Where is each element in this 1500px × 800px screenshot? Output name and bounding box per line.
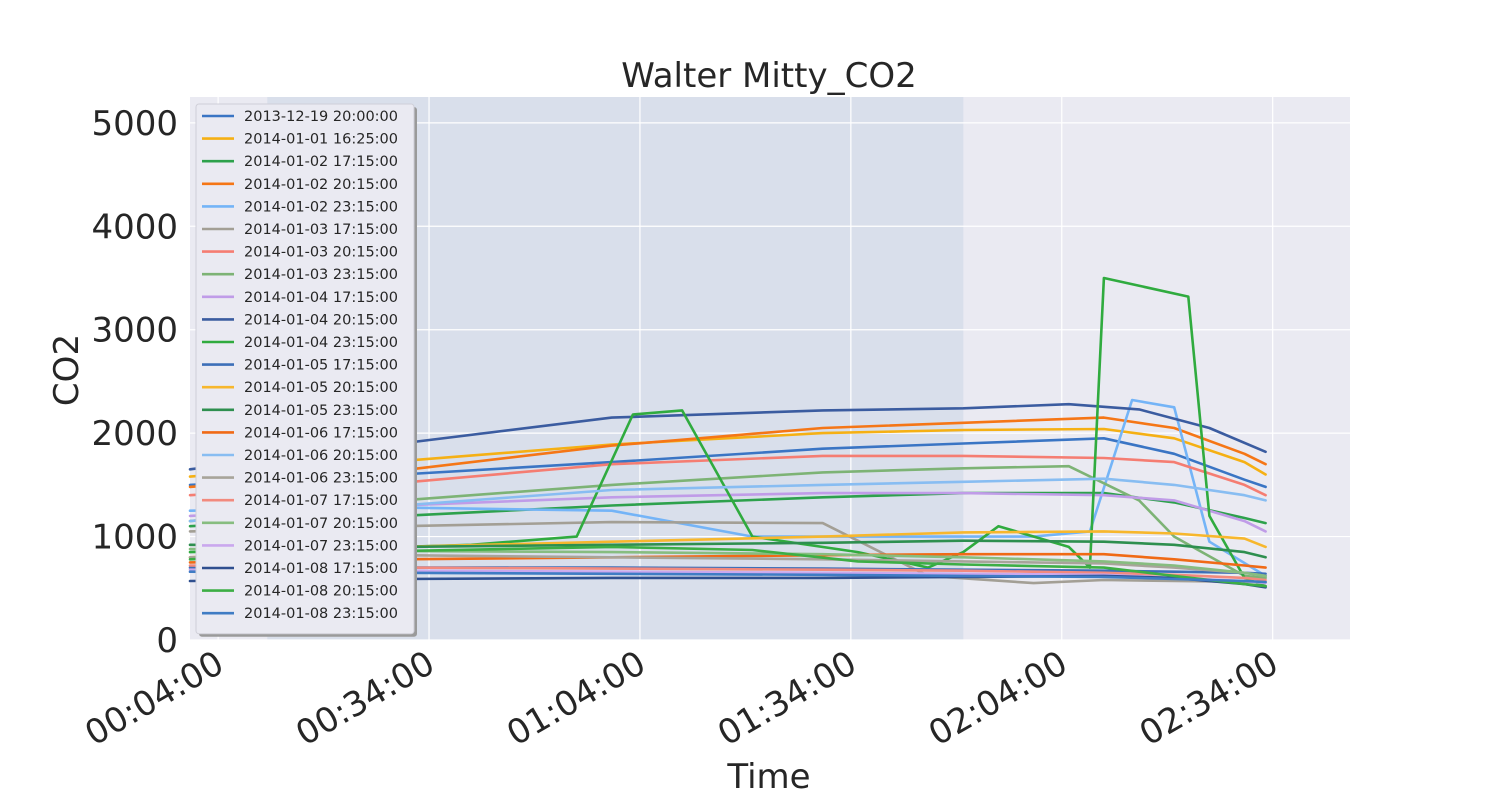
legend-entry: 2014-01-04 17:15:00 [244,290,398,306]
series-line-7 [188,454,1267,497]
series-line-10 [188,402,1267,471]
legend-entry: 2014-01-07 20:15:00 [244,516,398,532]
x-tick-label: 01:34:00 [711,643,863,754]
legend-entry: 2014-01-05 17:15:00 [244,358,398,374]
y-axis: 0 1000 2000 3000 4000 5000 [91,104,178,661]
legend-entry: 2014-01-08 20:15:00 [244,584,398,600]
legend-entry: 2014-01-08 17:15:00 [244,561,398,577]
series-line-9 [188,491,1267,533]
series-line-18 [188,564,1267,582]
x-tick-label: 02:04:00 [922,643,1074,754]
y-tick-label: 1000 [91,518,178,558]
legend-entry: 2014-01-02 20:15:00 [244,177,398,193]
series-line-15 [188,552,1267,569]
y-tick-label: 2000 [91,414,178,454]
legend-entry: 2013-12-19 20:00:00 [244,109,398,125]
x-tick-label: 00:34:00 [289,643,441,754]
x-tick-label: 01:04:00 [500,643,652,754]
y-axis-label: CO2 [47,334,87,406]
x-axis: 00:04:00 00:34:00 01:04:00 01:34:00 02:04:00… [78,643,1285,754]
legend-entry: 2014-01-06 17:15:00 [244,425,398,441]
legend-entry: 2014-01-05 20:15:00 [244,380,398,396]
x-axis-label: Time [726,757,810,797]
series-line-8 [188,464,1267,580]
series-layer [188,276,1267,589]
legend-entry: 2014-01-04 20:15:00 [244,312,398,328]
series-line-2 [188,427,1267,478]
series-line-23 [188,570,1267,584]
series-line-19 [188,547,1267,578]
y-tick-label: 5000 [91,104,178,144]
legend-entry: 2014-01-06 20:15:00 [244,448,398,464]
series-line-4 [188,416,1267,489]
legend-entry: 2014-01-05 23:15:00 [244,403,398,419]
legend-entry: 2014-01-06 23:15:00 [244,471,398,487]
chart-title: Walter Mitty_CO2 [621,56,916,96]
legend-box [195,103,415,635]
legend-entry: 2014-01-07 17:15:00 [244,493,398,509]
legend-entry: 2014-01-01 16:25:00 [244,132,398,148]
legend-entry: 2014-01-02 23:15:00 [244,199,398,215]
legend-entry: 2014-01-02 17:15:00 [244,154,398,170]
legend: 2013-12-19 20:00:00 2014-01-01 16:25:00 20… [195,103,417,637]
legend-entry: 2014-01-03 20:15:00 [244,245,398,261]
x-tick-label: 02:34:00 [1133,643,1285,754]
x-tick-label: 00:04:00 [78,643,230,754]
legend-entry: 2014-01-03 23:15:00 [244,267,398,283]
y-tick-label: 0 [156,621,178,661]
y-tick-label: 4000 [91,207,178,247]
series-line-14 [188,539,1267,559]
legend-entry: 2014-01-07 23:15:00 [244,538,398,554]
series-line-1 [188,436,1267,489]
legend-entry: 2014-01-04 23:15:00 [244,335,398,351]
legend-entry: 2014-01-03 17:15:00 [244,222,398,238]
y-tick-label: 3000 [91,311,178,351]
series-line-16 [188,477,1267,523]
legend-entry: 2014-01-08 23:15:00 [244,606,398,622]
